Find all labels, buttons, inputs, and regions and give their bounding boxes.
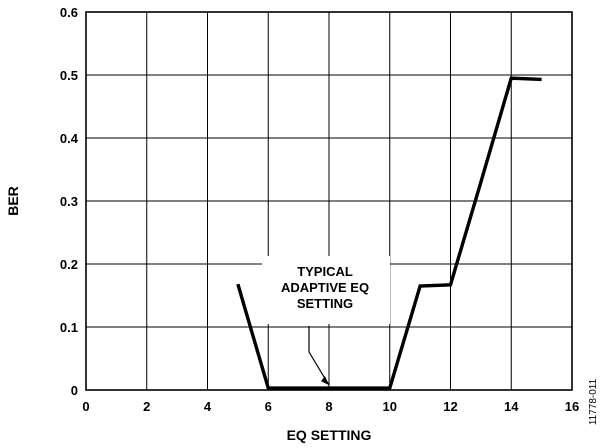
ber-series-line (236, 76, 542, 390)
x-tick-label: 14 (504, 399, 519, 414)
x-tick-label: 4 (204, 399, 212, 414)
plot-frame (85, 11, 573, 391)
y-tick-label: 0.2 (60, 257, 78, 272)
y-tick-label: 0.5 (60, 68, 78, 83)
x-tick-label: 16 (565, 399, 579, 414)
y-tick-label: 0.4 (60, 131, 79, 146)
x-tick-label: 12 (443, 399, 457, 414)
x-tick-label: 10 (383, 399, 397, 414)
y-tick-label: 0.6 (60, 5, 78, 20)
x-tick-label: 6 (265, 399, 272, 414)
figure-id: 11778-011 (588, 378, 599, 425)
x-tick-labels: 0 2 4 6 8 10 12 14 16 (82, 399, 579, 414)
grid-lines (86, 12, 572, 390)
x-tick-label: 0 (82, 399, 89, 414)
y-tick-label: 0.1 (60, 320, 78, 335)
y-tick-label: 0.3 (60, 194, 78, 209)
y-tick-label: 0 (71, 383, 78, 398)
series-layer (236, 76, 542, 390)
annotation-line: SETTING (297, 296, 353, 311)
annotation-arrow (308, 326, 330, 386)
y-axis-label: BER (5, 186, 21, 216)
annotation-box (262, 256, 390, 324)
x-axis-label: EQ SETTING (287, 427, 372, 443)
annotation-arrowhead (321, 376, 329, 386)
annotation-line: ADAPTIVE EQ (281, 280, 369, 295)
y-tick-labels: 0 0.1 0.2 0.3 0.4 0.5 0.6 (60, 5, 79, 398)
x-tick-label: 8 (325, 399, 332, 414)
x-tick-label: 2 (143, 399, 150, 414)
annotation-line: TYPICAL (297, 264, 353, 279)
